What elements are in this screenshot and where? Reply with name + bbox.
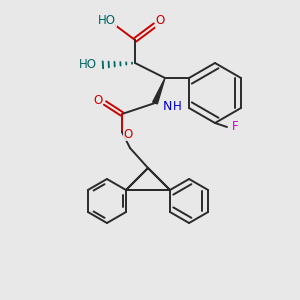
Text: HO: HO xyxy=(98,14,116,26)
Text: O: O xyxy=(155,14,165,28)
Text: O: O xyxy=(93,94,103,106)
Polygon shape xyxy=(153,78,165,104)
Text: O: O xyxy=(123,128,133,140)
Text: H: H xyxy=(172,100,182,112)
Text: F: F xyxy=(232,121,238,134)
Text: HO: HO xyxy=(79,58,97,70)
Text: N: N xyxy=(162,100,172,112)
